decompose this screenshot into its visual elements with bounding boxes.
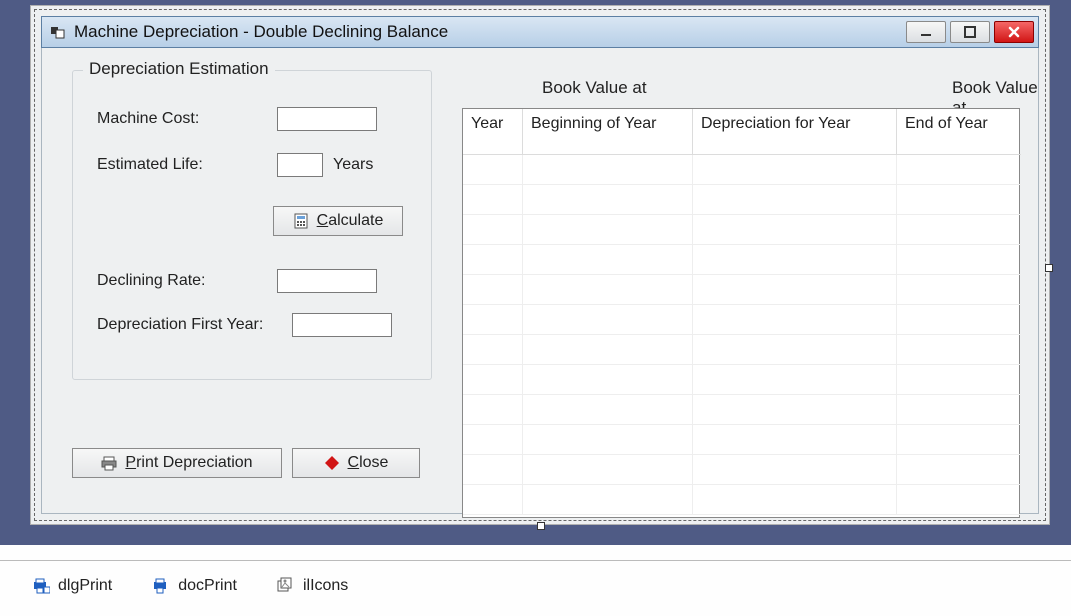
machine-cost-row: Machine Cost: bbox=[97, 107, 377, 131]
tray-item-dlgprint[interactable]: dlgPrint bbox=[32, 577, 112, 595]
declining-rate-input[interactable] bbox=[277, 269, 377, 293]
print-depreciation-button[interactable]: Print Depreciation bbox=[72, 448, 282, 478]
depreciation-grid[interactable]: Year Beginning of Year Depreciation for … bbox=[462, 108, 1020, 518]
grid-col-dep[interactable]: Depreciation for Year bbox=[693, 109, 897, 155]
minimize-icon bbox=[919, 25, 933, 39]
tray-item-docprint[interactable]: docPrint bbox=[152, 577, 237, 595]
machine-cost-input[interactable] bbox=[277, 107, 377, 131]
designer-surface: Machine Depreciation - Double Declining … bbox=[0, 0, 1071, 545]
title-bar-controls bbox=[906, 21, 1038, 43]
table-row[interactable] bbox=[463, 245, 1019, 275]
grid-col-end[interactable]: End of Year bbox=[897, 109, 1021, 155]
depreciation-estimation-group: Depreciation Estimation Machine Cost: Es… bbox=[72, 70, 432, 380]
dep-first-year-label: Depreciation First Year: bbox=[97, 316, 292, 334]
client-area: Depreciation Estimation Machine Cost: Es… bbox=[41, 48, 1039, 514]
close-button-label: Close bbox=[348, 454, 389, 472]
close-button[interactable]: Close bbox=[292, 448, 420, 478]
tray-item-dlgprint-label: dlgPrint bbox=[58, 577, 112, 595]
print-dialog-icon bbox=[32, 577, 50, 595]
header-book-value-begin: Book Value at bbox=[542, 78, 647, 98]
close-window-button[interactable] bbox=[994, 21, 1034, 43]
tray-item-docprint-label: docPrint bbox=[178, 577, 237, 595]
table-row[interactable] bbox=[463, 425, 1019, 455]
table-row[interactable] bbox=[463, 155, 1019, 185]
calculate-button-label: Calculate bbox=[317, 212, 384, 230]
resize-handle-right[interactable] bbox=[1045, 264, 1053, 272]
dep-first-year-input[interactable] bbox=[292, 313, 392, 337]
window-title: Machine Depreciation - Double Declining … bbox=[74, 22, 448, 42]
app-icon bbox=[50, 24, 66, 40]
declining-rate-label: Declining Rate: bbox=[97, 272, 277, 290]
title-bar: Machine Depreciation - Double Declining … bbox=[41, 16, 1039, 48]
years-suffix: Years bbox=[333, 156, 373, 174]
tray-item-ilicons[interactable]: ilIcons bbox=[277, 577, 348, 595]
estimated-life-input[interactable] bbox=[277, 153, 323, 177]
printer-icon bbox=[101, 455, 117, 471]
table-row[interactable] bbox=[463, 455, 1019, 485]
maximize-icon bbox=[963, 25, 977, 39]
maximize-button[interactable] bbox=[950, 21, 990, 43]
grid-body bbox=[463, 155, 1019, 515]
estimated-life-row: Estimated Life: Years bbox=[97, 153, 373, 177]
machine-cost-label: Machine Cost: bbox=[97, 110, 277, 128]
table-row[interactable] bbox=[463, 215, 1019, 245]
grid-header-row: Year Beginning of Year Depreciation for … bbox=[463, 109, 1019, 155]
calculate-button[interactable]: Calculate bbox=[273, 206, 403, 236]
dep-first-year-row: Depreciation First Year: bbox=[97, 313, 392, 337]
table-row[interactable] bbox=[463, 365, 1019, 395]
close-icon bbox=[1007, 25, 1021, 39]
table-row[interactable] bbox=[463, 395, 1019, 425]
table-row[interactable] bbox=[463, 185, 1019, 215]
minimize-button[interactable] bbox=[906, 21, 946, 43]
grid-col-year[interactable]: Year bbox=[463, 109, 523, 155]
table-row[interactable] bbox=[463, 275, 1019, 305]
tray-item-ilicons-label: ilIcons bbox=[303, 577, 348, 595]
table-row[interactable] bbox=[463, 305, 1019, 335]
print-document-icon bbox=[152, 577, 170, 595]
table-row[interactable] bbox=[463, 335, 1019, 365]
component-tray: dlgPrint docPrint ilIcons bbox=[0, 560, 1071, 616]
image-list-icon bbox=[277, 577, 295, 595]
grid-col-begin[interactable]: Beginning of Year bbox=[523, 109, 693, 155]
form-designer-frame: Machine Depreciation - Double Declining … bbox=[30, 5, 1050, 525]
declining-rate-row: Declining Rate: bbox=[97, 269, 377, 293]
table-row[interactable] bbox=[463, 485, 1019, 515]
calculator-icon bbox=[293, 213, 309, 229]
print-depreciation-label: Print Depreciation bbox=[125, 454, 252, 472]
resize-handle-bottom[interactable] bbox=[537, 522, 545, 530]
groupbox-legend: Depreciation Estimation bbox=[83, 59, 275, 79]
close-diamond-icon bbox=[324, 455, 340, 471]
estimated-life-label: Estimated Life: bbox=[97, 156, 277, 174]
